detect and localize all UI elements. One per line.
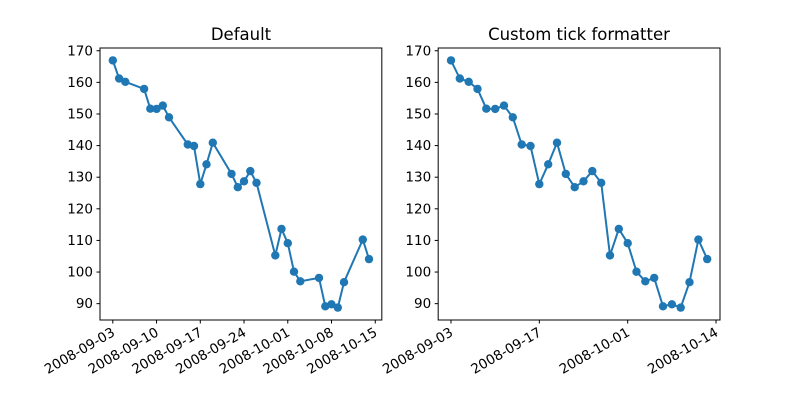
data-point xyxy=(544,160,553,169)
data-point xyxy=(482,104,491,113)
x-tick-label: 2008-10-01 xyxy=(557,325,633,378)
y-tick-label: 130 xyxy=(67,170,93,186)
data-point xyxy=(676,303,685,312)
data-point xyxy=(296,277,305,286)
data-point xyxy=(333,303,342,312)
data-point xyxy=(623,239,632,248)
axes-frame xyxy=(437,47,721,321)
data-point xyxy=(289,267,299,276)
y-tick-label: 90 xyxy=(414,296,431,312)
y-tick-label: 160 xyxy=(405,75,431,91)
data-point xyxy=(314,273,324,283)
data-point xyxy=(526,141,535,151)
y-tick-label: 160 xyxy=(67,75,93,91)
data-point xyxy=(152,104,161,114)
data-line xyxy=(450,59,709,309)
left-plot-title: Default xyxy=(210,25,272,44)
y-tick-label: 150 xyxy=(67,106,93,122)
data-point xyxy=(535,179,544,189)
y-tick-label: 110 xyxy=(67,233,93,249)
data-point xyxy=(364,254,374,264)
data-point xyxy=(703,254,712,264)
data-point xyxy=(121,77,130,87)
y-tick-label: 100 xyxy=(67,265,93,281)
data-point xyxy=(597,178,606,187)
data-point xyxy=(202,160,211,169)
y-tick-label: 90 xyxy=(76,296,93,312)
data-point xyxy=(685,278,694,287)
x-tick-label: 2008-09-03 xyxy=(380,325,456,378)
data-point xyxy=(446,56,456,65)
data-point xyxy=(158,101,167,110)
y-tick-label: 170 xyxy=(67,43,93,59)
data-point xyxy=(561,169,570,179)
data-point xyxy=(658,302,668,311)
data-point xyxy=(579,177,588,186)
data-point xyxy=(164,113,174,122)
data-point xyxy=(667,300,677,309)
data-point xyxy=(358,235,367,244)
y-tick-label: 120 xyxy=(405,201,431,217)
data-point xyxy=(196,179,205,189)
data-point xyxy=(283,239,292,248)
y-tick-label: 150 xyxy=(405,106,431,122)
data-point xyxy=(271,251,280,260)
y-tick-label: 140 xyxy=(67,138,93,154)
data-point xyxy=(108,56,118,65)
data-point xyxy=(189,141,199,151)
data-point xyxy=(239,177,249,186)
data-point xyxy=(246,166,255,176)
y-tick-label: 140 xyxy=(405,138,431,154)
data-point xyxy=(114,74,124,83)
data-point xyxy=(605,251,615,260)
data-point xyxy=(694,235,703,244)
data-point xyxy=(233,183,242,192)
axes-frame xyxy=(99,47,383,321)
data-point xyxy=(473,84,482,94)
data-point xyxy=(632,267,641,276)
data-point xyxy=(208,138,217,147)
y-tick-label: 120 xyxy=(67,201,93,217)
data-point xyxy=(588,166,597,176)
data-point xyxy=(327,300,336,309)
data-point xyxy=(227,169,236,179)
data-point xyxy=(252,178,261,187)
data-point xyxy=(517,140,526,149)
y-tick-label: 130 xyxy=(405,170,431,186)
data-point xyxy=(277,224,286,234)
data-point xyxy=(491,104,500,114)
data-point xyxy=(650,273,659,283)
data-point xyxy=(614,224,623,234)
data-point xyxy=(499,101,509,110)
y-tick-label: 100 xyxy=(405,265,431,281)
data-point xyxy=(339,278,349,287)
right-plot-title: Custom tick formatter xyxy=(488,25,670,44)
y-tick-label: 170 xyxy=(405,43,431,59)
data-point xyxy=(570,183,579,192)
data-point xyxy=(139,84,149,94)
left-plot: 901001101201301401501601702008-09-032008… xyxy=(42,43,383,378)
data-point xyxy=(464,77,473,87)
data-point xyxy=(146,104,155,113)
data-point xyxy=(641,277,650,286)
x-tick-label: 2008-10-14 xyxy=(645,325,721,378)
data-point xyxy=(552,138,562,147)
x-tick-label: 2008-09-17 xyxy=(468,325,544,378)
y-tick-label: 110 xyxy=(405,233,431,249)
data-point xyxy=(508,113,517,122)
data-point xyxy=(455,74,464,83)
